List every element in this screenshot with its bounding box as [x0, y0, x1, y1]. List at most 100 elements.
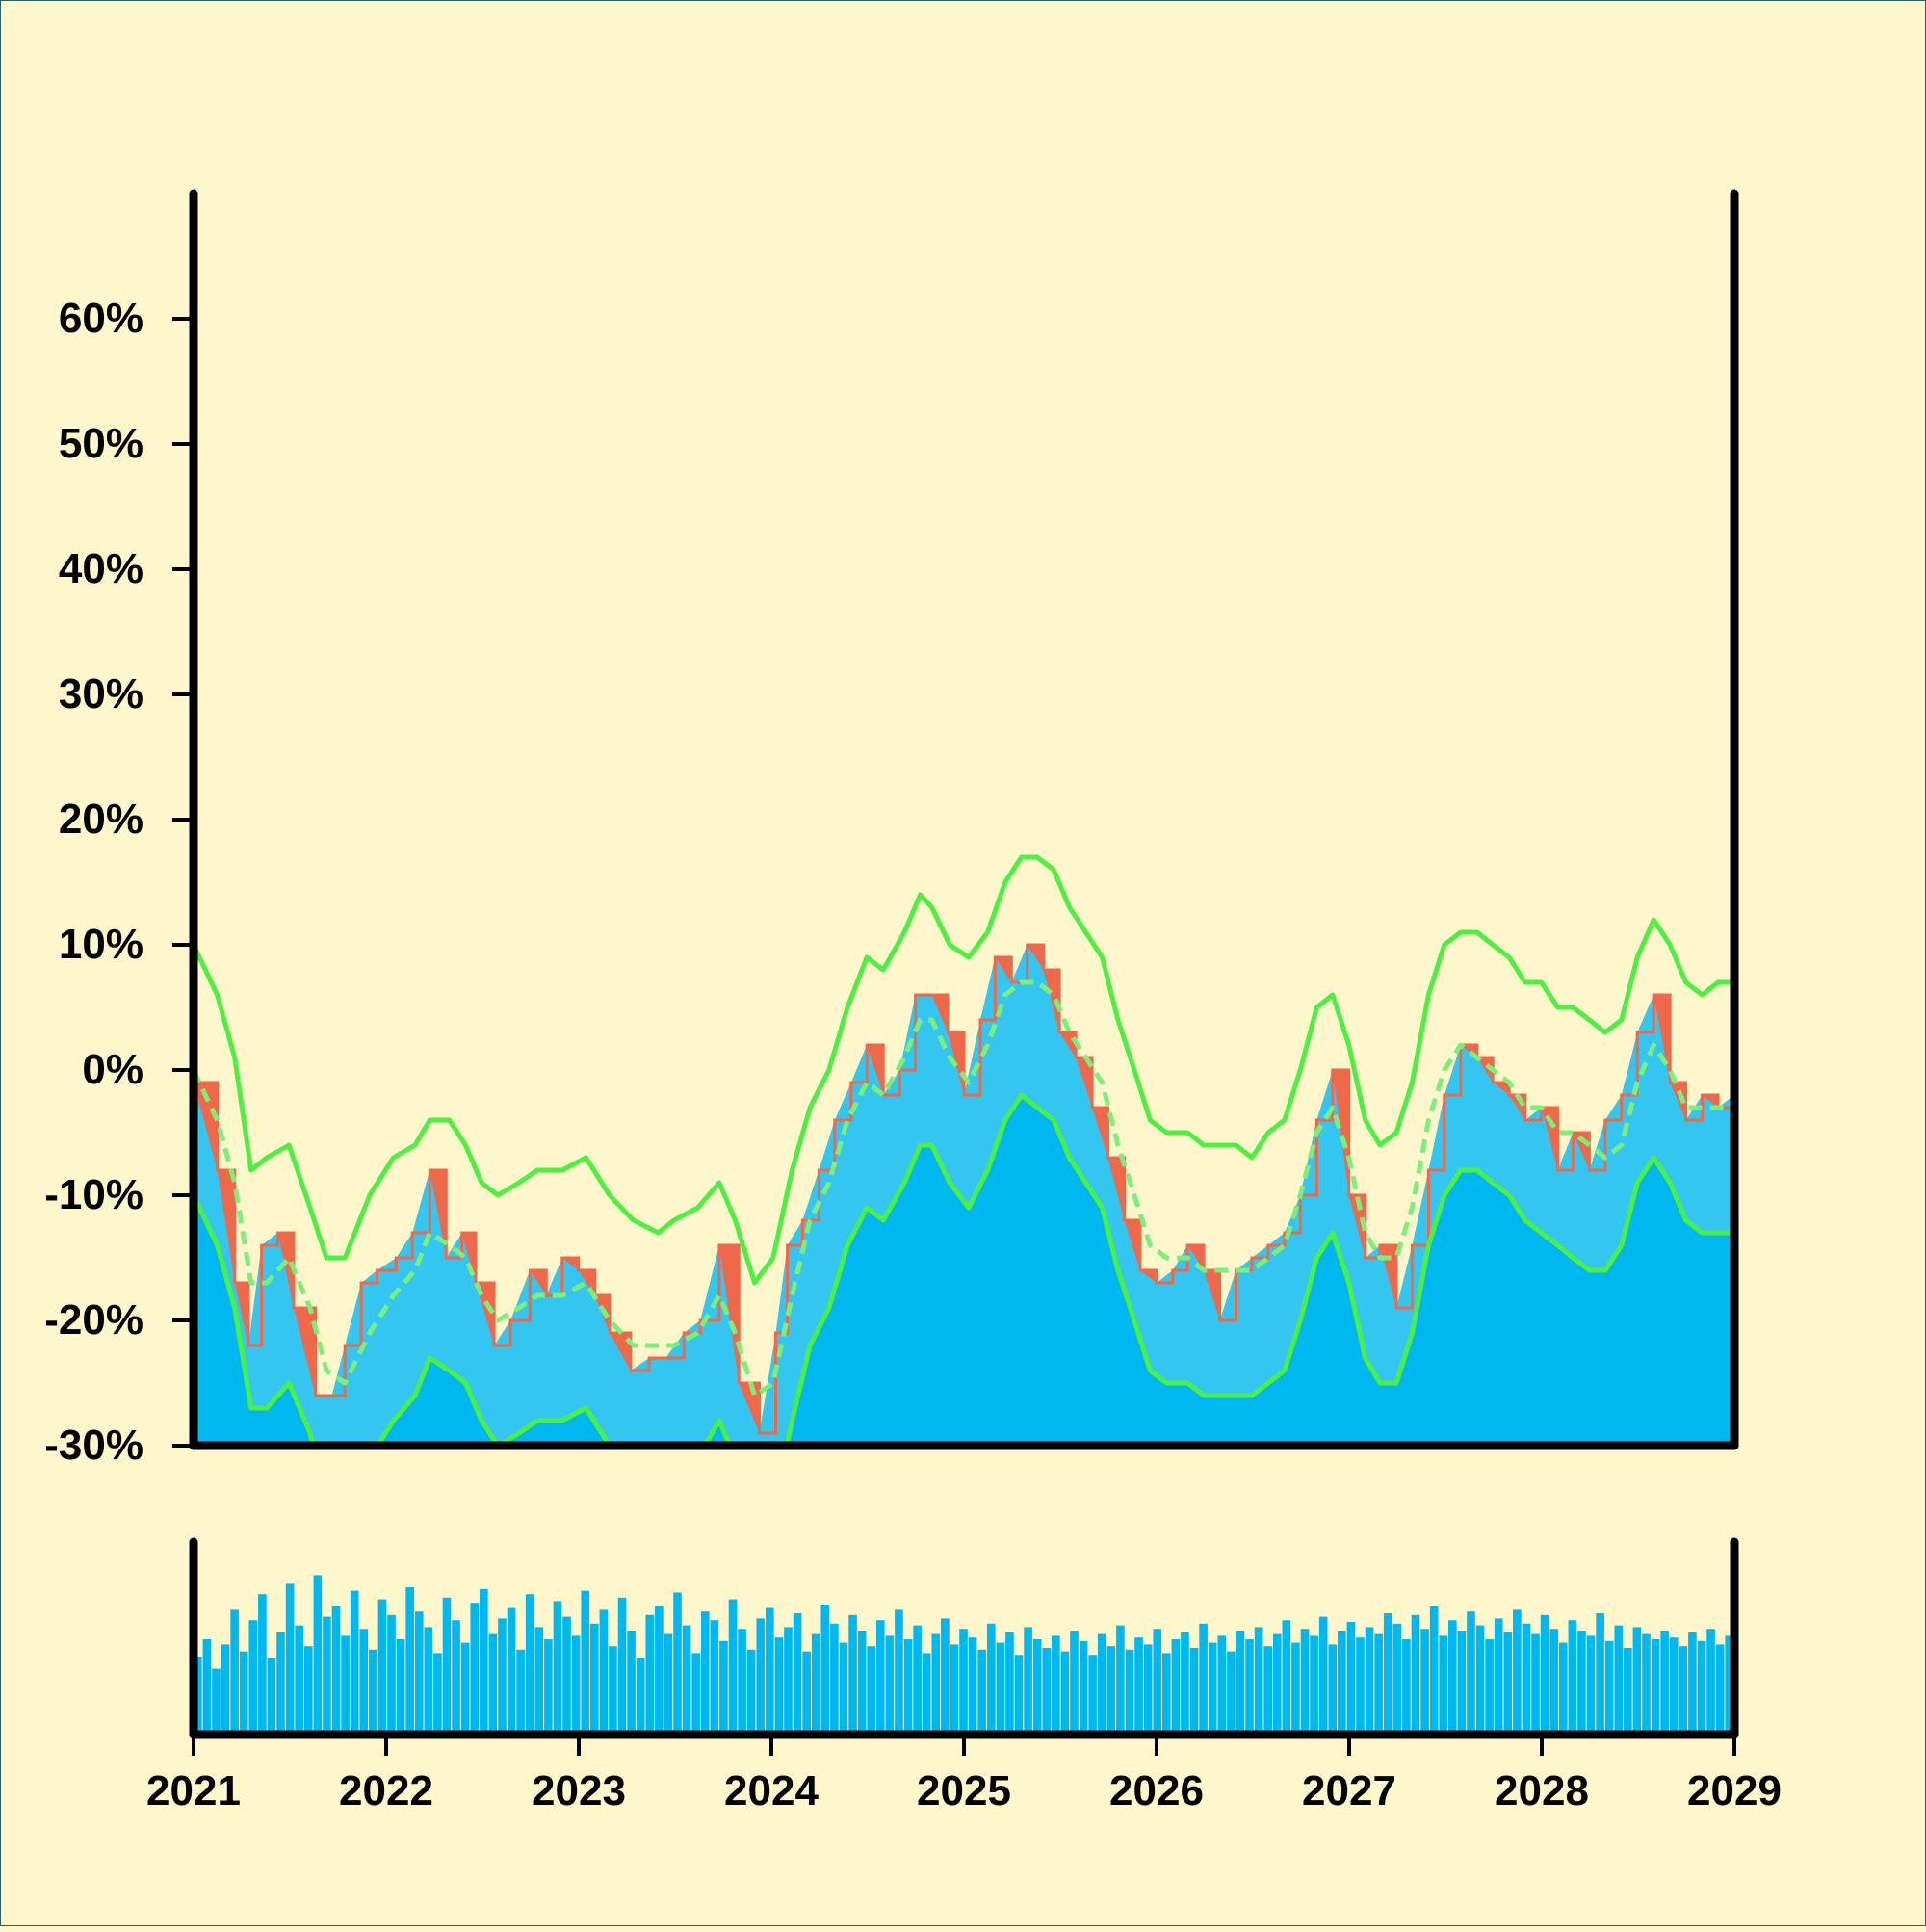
volume-bar [1660, 1631, 1669, 1735]
volume-bar [1439, 1635, 1448, 1735]
y-tick-label: 20% [59, 796, 143, 843]
volume-bar [1467, 1611, 1475, 1735]
volume-bar [959, 1629, 968, 1735]
volume-bar [396, 1639, 405, 1735]
volume-bar [1272, 1633, 1282, 1735]
volume-bar [1688, 1632, 1697, 1735]
volume-bar [636, 1658, 645, 1735]
volume-bar [1134, 1637, 1143, 1735]
volume-bar [673, 1592, 682, 1735]
volume-bar [258, 1594, 267, 1735]
volume-bar [1669, 1637, 1679, 1735]
volume-bar [248, 1620, 258, 1735]
volume-bar [589, 1623, 599, 1735]
volume-bar [285, 1583, 295, 1735]
volume-bar [1014, 1655, 1024, 1735]
y-tick-label: 50% [59, 420, 143, 467]
volume-bar [331, 1606, 341, 1735]
volume-bar [1161, 1653, 1171, 1735]
volume-bar [480, 1588, 488, 1735]
volume-bar [1420, 1629, 1429, 1735]
volume-bar [1024, 1627, 1032, 1735]
volume-bar [1374, 1633, 1383, 1735]
volume-bar [1522, 1623, 1531, 1735]
x-tick-label: 2023 [532, 1767, 626, 1815]
volume-bar [202, 1639, 212, 1735]
volume-bar [1227, 1651, 1236, 1735]
volume-bar [1642, 1633, 1651, 1735]
volume-bar [820, 1605, 830, 1735]
volume-bar [968, 1637, 977, 1735]
volume-bar [738, 1629, 746, 1735]
volume-bar [323, 1616, 331, 1735]
x-tick-label: 2027 [1302, 1767, 1396, 1815]
volume-bar [1632, 1627, 1642, 1735]
middle-band-line [194, 979, 1734, 1398]
y-tick-label: -30% [44, 1422, 143, 1469]
volume-bar [756, 1618, 766, 1735]
volume-bar [691, 1653, 700, 1735]
volume-bar [1199, 1623, 1208, 1735]
volume-plot [194, 1575, 1734, 1735]
volume-bar [1116, 1625, 1125, 1735]
volume-bar [377, 1599, 387, 1735]
volume-bar [276, 1632, 285, 1735]
volume-bar [369, 1649, 377, 1735]
upper-band-line [194, 854, 1734, 1286]
x-tick-label: 2025 [917, 1767, 1011, 1815]
volume-bar [1614, 1625, 1624, 1735]
volume-bar [895, 1609, 903, 1735]
volume-bar [562, 1616, 571, 1735]
volume-bar [1624, 1648, 1632, 1735]
volume-bar [1106, 1646, 1116, 1735]
volume-bar [774, 1637, 784, 1735]
volume-bar [1447, 1620, 1457, 1735]
volume-bar [1263, 1646, 1272, 1735]
volume-bar [1558, 1642, 1568, 1735]
volume-bar [728, 1599, 738, 1735]
volume-bar [903, 1639, 913, 1735]
volume-bar [627, 1631, 636, 1735]
volume-bar [609, 1646, 617, 1735]
volume-bar [1411, 1614, 1420, 1735]
volume-bar [599, 1609, 609, 1735]
volume-bar [1042, 1648, 1052, 1735]
volume-bar [1052, 1635, 1060, 1735]
volume-bar [359, 1629, 369, 1735]
volume-bar [1338, 1631, 1346, 1735]
volume-bar [1725, 1635, 1734, 1735]
volume-bar [1088, 1655, 1097, 1735]
volume-bar [221, 1644, 230, 1735]
volume-bar [516, 1649, 525, 1735]
volume-clip [194, 1575, 1734, 1735]
volume-bar [571, 1635, 581, 1735]
volume-bar [581, 1590, 590, 1735]
y-tick-label: 10% [59, 921, 143, 968]
volume-bar [931, 1633, 941, 1735]
volume-bar [875, 1620, 885, 1735]
x-tick-label: 2022 [339, 1767, 433, 1815]
volume-bar [1171, 1639, 1181, 1735]
volume-bar [488, 1633, 498, 1735]
volume-bar [1549, 1629, 1558, 1735]
volume-bar [414, 1611, 424, 1735]
volume-bar [1494, 1618, 1503, 1735]
volume-bar [1402, 1639, 1411, 1735]
volume-bar [996, 1642, 1005, 1735]
volume-bar [784, 1627, 793, 1735]
volume-bar [295, 1625, 304, 1735]
volume-bar [1282, 1620, 1291, 1735]
volume-bar [848, 1614, 857, 1735]
x-tick-label: 2028 [1495, 1767, 1589, 1815]
volume-bar [802, 1651, 811, 1735]
volume-bar [867, 1646, 876, 1735]
volume-bar [553, 1601, 562, 1735]
volume-bar [1245, 1639, 1254, 1735]
main-plot [194, 854, 1734, 1446]
volume-bar [1236, 1631, 1245, 1735]
volume-bar [1429, 1606, 1439, 1735]
volume-bar [950, 1644, 959, 1735]
volume-bar [1328, 1644, 1338, 1735]
